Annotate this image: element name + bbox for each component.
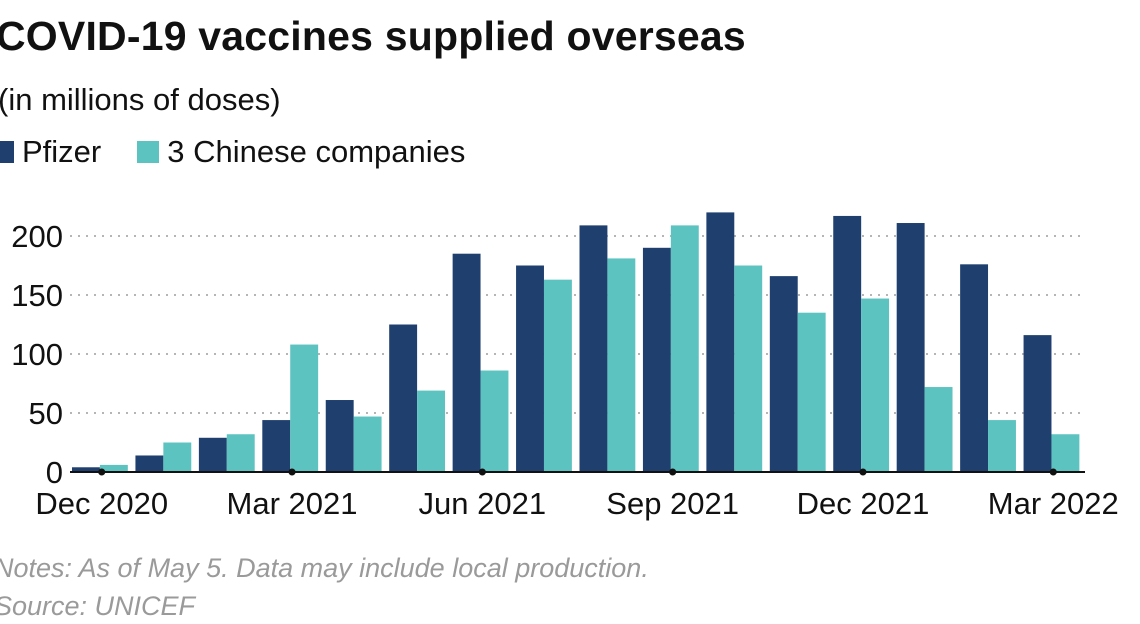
x-tick-mark-mar-2022 bbox=[1049, 468, 1057, 476]
bar-pfizer-1 bbox=[135, 455, 164, 472]
x-tick-mark-sep-2021 bbox=[669, 468, 677, 476]
chart-title: COVID-19 vaccines supplied overseas bbox=[0, 13, 746, 59]
x-tick-label-sep-2021: Sep 2021 bbox=[606, 486, 739, 521]
x-tick-mark-dec-2020 bbox=[98, 468, 106, 476]
x-tick-mark-dec-2021 bbox=[859, 468, 867, 476]
x-tick-label-jun-2021: Jun 2021 bbox=[419, 486, 547, 521]
y-tick-label-50: 50 bbox=[29, 396, 63, 431]
bar-pfizer-11 bbox=[769, 276, 798, 472]
bar-pfizer-2 bbox=[198, 437, 227, 472]
bar-chinese-13 bbox=[924, 387, 953, 472]
bar-pfizer-14 bbox=[960, 264, 989, 472]
bars bbox=[72, 212, 1080, 472]
source-text: Source: UNICEF bbox=[0, 591, 196, 621]
bar-chinese-10 bbox=[734, 265, 763, 472]
bar-pfizer-12 bbox=[833, 215, 862, 472]
bar-chinese-1 bbox=[163, 442, 192, 472]
bar-chinese-12 bbox=[861, 298, 890, 472]
bar-chinese-7 bbox=[543, 279, 572, 472]
notes-text: Notes: As of May 5. Data may include loc… bbox=[0, 553, 649, 583]
bar-pfizer-6 bbox=[452, 253, 481, 472]
y-axis-ticks: 0 50 100 150 200 bbox=[11, 219, 63, 490]
bar-chinese-6 bbox=[480, 370, 509, 472]
bar-chinese-14 bbox=[988, 420, 1016, 472]
legend-label-chinese: 3 Chinese companies bbox=[167, 134, 466, 169]
bar-pfizer-8 bbox=[579, 225, 608, 472]
chart-subtitle: (in millions of doses) bbox=[0, 82, 281, 117]
bar-pfizer-15 bbox=[1023, 335, 1052, 472]
legend-swatch-chinese bbox=[137, 141, 160, 163]
bar-pfizer-7 bbox=[516, 265, 544, 472]
bar-chinese-15 bbox=[1051, 434, 1080, 472]
x-tick-label-dec-2020: Dec 2020 bbox=[35, 486, 168, 521]
bar-chinese-2 bbox=[226, 434, 255, 472]
bar-chinese-5 bbox=[417, 390, 446, 472]
legend-label-pfizer: Pfizer bbox=[22, 134, 102, 169]
legend-swatch-pfizer bbox=[0, 141, 14, 163]
x-tick-mark-mar-2021 bbox=[288, 468, 296, 476]
bar-pfizer-10 bbox=[706, 212, 735, 472]
bar-chinese-4 bbox=[353, 416, 382, 472]
x-tick-label-mar-2021: Mar 2021 bbox=[227, 486, 358, 521]
bar-chinese-11 bbox=[797, 312, 826, 472]
y-tick-label-200: 200 bbox=[11, 219, 63, 254]
x-tick-mark-jun-2021 bbox=[478, 468, 486, 476]
bar-chinese-9 bbox=[670, 225, 699, 472]
x-tick-label-mar-2022: Mar 2022 bbox=[988, 486, 1119, 521]
bar-pfizer-0 bbox=[72, 467, 100, 472]
bar-pfizer-3 bbox=[262, 420, 291, 472]
y-tick-label-150: 150 bbox=[11, 278, 63, 313]
bar-chinese-0 bbox=[99, 464, 128, 472]
x-tick-label-dec-2021: Dec 2021 bbox=[797, 486, 930, 521]
bar-pfizer-5 bbox=[389, 324, 418, 472]
legend: Pfizer 3 Chinese companies bbox=[0, 130, 501, 174]
legend-item-chinese: 3 Chinese companies bbox=[137, 134, 465, 170]
bar-pfizer-13 bbox=[896, 223, 925, 472]
legend-item-pfizer: Pfizer bbox=[0, 134, 101, 170]
y-tick-label-100: 100 bbox=[11, 337, 63, 372]
grid-layer bbox=[70, 235, 1085, 414]
y-tick-label-0: 0 bbox=[46, 455, 63, 490]
bar-pfizer-4 bbox=[325, 400, 354, 472]
x-axis-ticks: Dec 2020 Mar 2021 Jun 2021 Sep 2021 Dec 2021… bbox=[35, 468, 1119, 521]
bar-pfizer-9 bbox=[642, 247, 671, 472]
bar-chinese-8 bbox=[607, 258, 636, 472]
bar-chinese-3 bbox=[290, 344, 319, 472]
